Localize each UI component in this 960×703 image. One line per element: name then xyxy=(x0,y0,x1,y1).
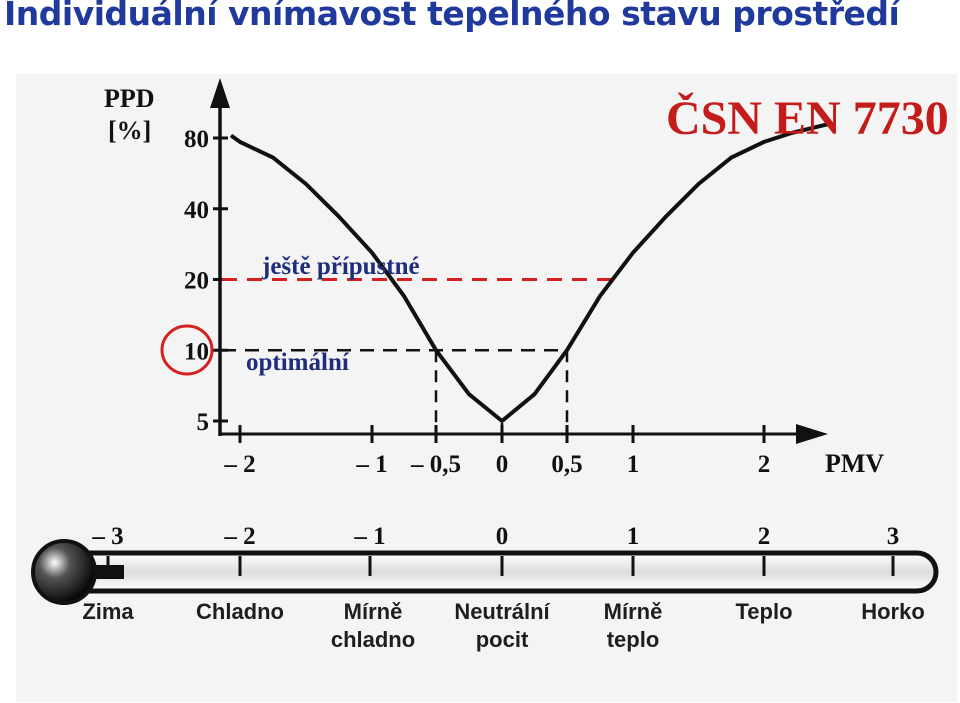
standard-label: ČSN EN 7730 xyxy=(666,91,949,145)
y-tick-label: 20 xyxy=(184,268,209,295)
scale-label: Chladno xyxy=(196,599,284,624)
y-tick-label: 10 xyxy=(184,338,209,365)
scale-label: Horko xyxy=(861,599,925,624)
scale-label: Mírně chladno xyxy=(331,599,415,652)
scale-value: – 3 xyxy=(91,523,123,550)
scale-label: Mírně teplo xyxy=(604,599,663,652)
threshold-label-acceptable: ještě přípustné xyxy=(261,253,420,280)
y-axis-unit: [%] xyxy=(108,116,151,145)
x-axis-name: PMV xyxy=(825,449,884,478)
scale-value: 2 xyxy=(758,523,771,550)
scale-value: 0 xyxy=(496,523,509,550)
chart-panel xyxy=(16,74,957,702)
x-tick-label: 0 xyxy=(496,451,509,478)
y-tick-label: 80 xyxy=(184,126,209,153)
x-tick-label: 2 xyxy=(758,451,771,478)
scale-label: Zima xyxy=(82,599,134,624)
threshold-lines xyxy=(222,278,622,432)
y-axis-name: PPD xyxy=(104,84,155,113)
sensation-scale: – 3 Zima – 2 Chladno – 1 Mírně chladno 0 Neutrál… xyxy=(82,523,924,652)
x-tick-label: 0,5 xyxy=(551,451,582,478)
threshold-label-optimal: optimální xyxy=(246,349,350,376)
ppd-curve xyxy=(229,121,831,423)
scale-value: – 1 xyxy=(353,523,385,550)
scale-label: Teplo xyxy=(735,599,792,624)
thermometer-icon xyxy=(31,539,939,605)
x-tick-label: – 2 xyxy=(223,451,255,478)
slide-title: Individuální vnímavost tepelného stavu p… xyxy=(4,0,900,33)
scale-value: 3 xyxy=(887,523,900,550)
y-tick-label: 40 xyxy=(184,197,209,224)
x-tick-label: – 1 xyxy=(355,451,387,478)
x-axis-arrow xyxy=(796,424,828,444)
x-tick-label: 1 xyxy=(627,451,640,478)
y-ticks: 5 10 20 40 80 xyxy=(184,126,228,436)
highlight-circle xyxy=(160,324,214,376)
scale-value: – 2 xyxy=(223,523,255,550)
scale-value: 1 xyxy=(627,523,640,550)
x-tick-label: – 0,5 xyxy=(410,451,461,478)
y-axis-arrow xyxy=(210,78,230,108)
scale-label: Neutrální pocit xyxy=(454,599,550,652)
y-tick-label: 5 xyxy=(197,409,210,436)
